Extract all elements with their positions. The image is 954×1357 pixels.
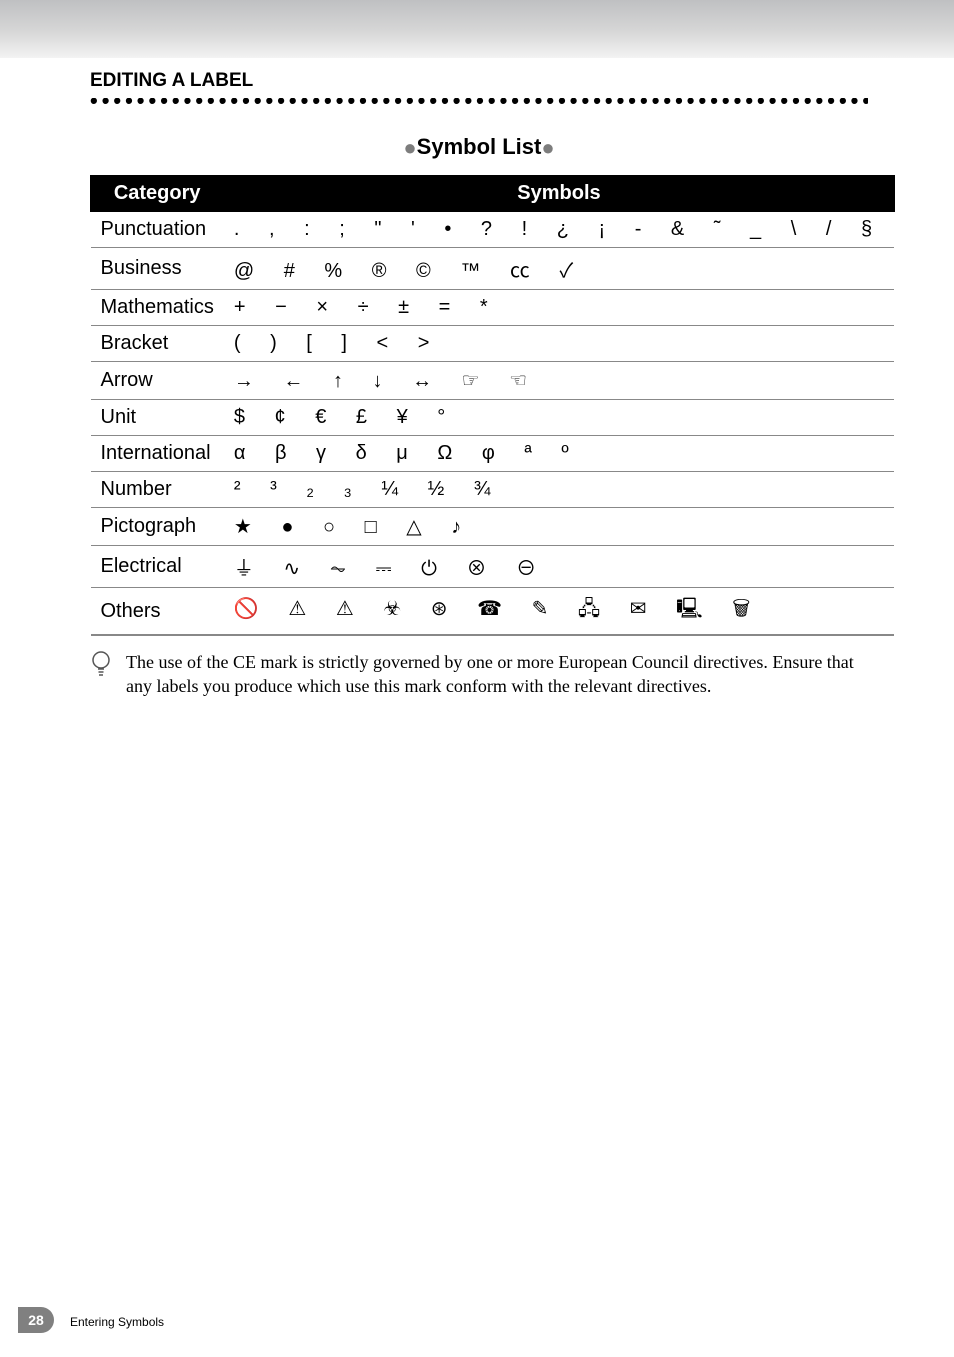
table-row: Mathematics + − × ÷ ± = *: [91, 290, 895, 326]
table-row: Bracket ( ) [ ] < >: [91, 326, 895, 362]
table-row: Electrical ⏚ ∿ ⏦ ⎓ ⏻ ⊗ ⊖: [91, 546, 895, 588]
symbols-cell: . , : ; " ' • ? ! ¿ ¡ - & ˜ _ \ / §: [224, 212, 894, 248]
page-number-badge: 28: [18, 1307, 54, 1333]
divider-dots: ••••••••••••••••••••••••••••••••••••••••…: [90, 98, 868, 110]
category-cell: International: [91, 436, 224, 472]
category-cell: Pictograph: [91, 508, 224, 546]
title-bullet-left: ●: [403, 135, 416, 160]
table-row: Others 🚫 ⚠ ⚠ ☣ ⊛ ☎ ✎ 🖧 ✉ 🖳 🗑: [91, 588, 895, 636]
symbol-table: Category Symbols Punctuation . , : ; " '…: [90, 175, 895, 636]
symbols-cell: @ # % ® © ™ ㏄ ✓: [224, 248, 894, 290]
category-cell: Punctuation: [91, 212, 224, 248]
table-row: International α β γ δ μ Ω φ ª º: [91, 436, 895, 472]
page: EDITING A LABEL ••••••••••••••••••••••••…: [0, 0, 954, 1357]
symbols-cell: ² ³ ₂ ₃ ¼ ½ ¾: [224, 472, 894, 508]
title-text: Symbol List: [417, 134, 542, 159]
category-cell: Bracket: [91, 326, 224, 362]
category-cell: Arrow: [91, 362, 224, 400]
category-cell: Mathematics: [91, 290, 224, 326]
note-text: The use of the CE mark is strictly gover…: [126, 650, 868, 699]
symbols-cell: $ ¢ € £ ¥ °: [224, 400, 894, 436]
category-cell: Number: [91, 472, 224, 508]
symbols-cell: → ← ↑ ↓ ↔ ☞ ☜: [224, 362, 894, 400]
section-heading: EDITING A LABEL: [90, 70, 868, 92]
category-cell: Others: [91, 588, 224, 636]
top-banner: [0, 0, 954, 58]
symbols-cell: ⏚ ∿ ⏦ ⎓ ⏻ ⊗ ⊖: [224, 546, 894, 588]
symbols-cell: + − × ÷ ± = *: [224, 290, 894, 326]
category-cell: Unit: [91, 400, 224, 436]
table-row: Arrow → ← ↑ ↓ ↔ ☞ ☜: [91, 362, 895, 400]
table-row: Pictograph ★ ● ○ □ △ ♪: [91, 508, 895, 546]
note-row: The use of the CE mark is strictly gover…: [90, 650, 868, 699]
page-footer: 28 Entering Symbols: [0, 1305, 200, 1333]
content-area: EDITING A LABEL ••••••••••••••••••••••••…: [90, 70, 868, 699]
page-title: ●Symbol List●: [90, 134, 868, 161]
symbols-cell: α β γ δ μ Ω φ ª º: [224, 436, 894, 472]
lightbulb-icon: [90, 650, 112, 678]
col-header-symbols: Symbols: [224, 176, 894, 212]
category-cell: Electrical: [91, 546, 224, 588]
category-cell: Business: [91, 248, 224, 290]
symbols-cell: ★ ● ○ □ △ ♪: [224, 508, 894, 546]
table-row: Business @ # % ® © ™ ㏄ ✓: [91, 248, 895, 290]
title-bullet-right: ●: [541, 135, 554, 160]
table-row: Number ² ³ ₂ ₃ ¼ ½ ¾: [91, 472, 895, 508]
table-row: Unit $ ¢ € £ ¥ °: [91, 400, 895, 436]
table-row: Punctuation . , : ; " ' • ? ! ¿ ¡ - & ˜ …: [91, 212, 895, 248]
footer-section-label: Entering Symbols: [70, 1315, 164, 1329]
symbols-cell: 🚫 ⚠ ⚠ ☣ ⊛ ☎ ✎ 🖧 ✉ 🖳 🗑: [224, 588, 894, 636]
symbols-cell: ( ) [ ] < >: [224, 326, 894, 362]
col-header-category: Category: [91, 176, 224, 212]
